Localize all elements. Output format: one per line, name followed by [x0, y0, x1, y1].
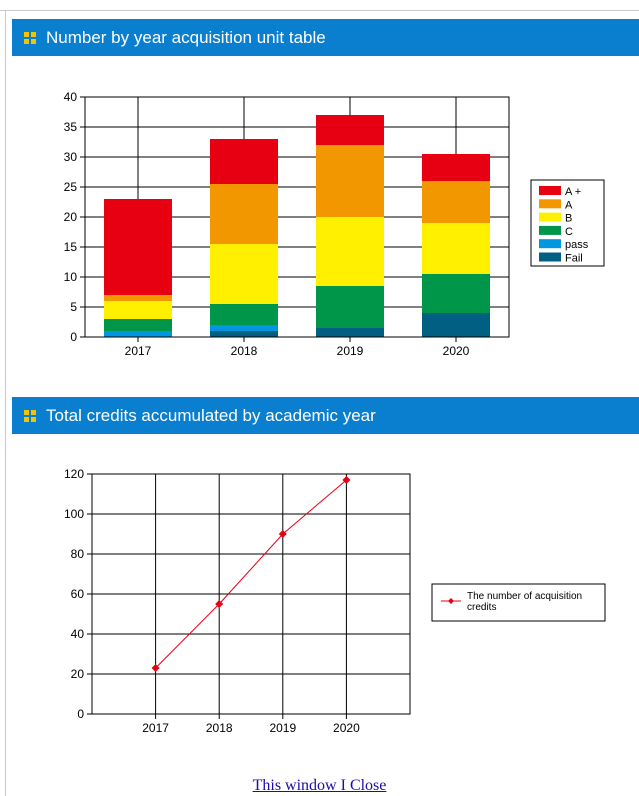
bar-segment	[210, 331, 278, 337]
x-tick-label: 2018	[231, 344, 258, 358]
credits-section-title: Total credits accumulated by academic ye…	[46, 405, 376, 425]
bar-segment	[104, 199, 172, 295]
legend-swatch	[539, 199, 561, 209]
data-point	[151, 664, 160, 672]
legend-label: A	[565, 199, 573, 211]
legend-label: A +	[565, 186, 581, 198]
bar-segment	[422, 274, 490, 313]
legend-label: pass	[565, 239, 589, 251]
close-window-link[interactable]: This window I Close	[252, 777, 387, 794]
units-section-title: Number by year acquisition unit table	[46, 27, 326, 47]
x-tick-label: 2020	[333, 721, 360, 735]
y-tick-label: 120	[64, 467, 84, 481]
bar-segment	[104, 331, 172, 337]
grid-icon	[24, 409, 36, 422]
bar-segment	[422, 313, 490, 337]
legend-label: Fail	[565, 253, 583, 265]
bar-segment	[104, 295, 172, 301]
credits-section-header: Total credits accumulated by academic ye…	[12, 397, 639, 434]
units-stacked-bar-chart: 0 5 10 15 20 25 30 35 40 2017 2018 2019 2020 A +ABCpa…	[64, 90, 605, 358]
legend-label: B	[565, 213, 572, 225]
x-tick-label: 2018	[206, 721, 233, 735]
bar-segment	[104, 301, 172, 319]
bar-segment	[316, 217, 384, 286]
bar-segment	[210, 244, 278, 304]
bar-segment	[210, 139, 278, 184]
y-tick-label: 0	[77, 707, 84, 721]
y-tick-label: 30	[64, 150, 78, 164]
y-tick-label: 15	[64, 240, 78, 254]
bar-segment	[104, 319, 172, 331]
legend-label: C	[565, 226, 573, 238]
x-tick-label: 2019	[337, 344, 364, 358]
legend-box	[431, 583, 606, 622]
data-point	[215, 600, 224, 608]
bar-segment	[422, 223, 490, 274]
y-tick-label: 10	[64, 270, 78, 284]
y-tick-label: 35	[64, 120, 78, 134]
y-tick-label: 40	[71, 627, 85, 641]
y-tick-label: 40	[64, 90, 78, 104]
bar-segment	[210, 304, 278, 325]
legend-label: The number of acquisition credits	[467, 591, 582, 613]
y-tick-label: 20	[64, 210, 78, 224]
bar-segment	[422, 181, 490, 223]
x-tick-label: 2017	[142, 721, 169, 735]
series-line	[155, 479, 347, 669]
x-tick-label: 2017	[125, 344, 152, 358]
y-tick-label: 20	[71, 667, 85, 681]
plot-frame	[84, 96, 510, 338]
data-point	[278, 530, 287, 538]
legend-swatch	[539, 239, 561, 249]
legend-swatch	[539, 225, 561, 235]
y-tick-label: 25	[64, 180, 78, 194]
legend-swatch	[539, 252, 561, 262]
data-point	[342, 476, 351, 484]
x-tick-label: 2020	[443, 344, 470, 358]
y-tick-label: 80	[71, 547, 85, 561]
plot-frame	[91, 473, 411, 715]
bar-segment	[210, 325, 278, 331]
y-tick-label: 60	[71, 587, 85, 601]
legend-swatch	[539, 212, 561, 222]
y-tick-label: 100	[64, 507, 84, 521]
units-section-header: Number by year acquisition unit table	[12, 19, 639, 56]
bar-segment	[316, 328, 384, 337]
y-tick-label: 0	[70, 330, 77, 344]
legend-swatch	[539, 186, 561, 195]
legend-marker	[448, 598, 454, 604]
grid-icon	[24, 31, 36, 44]
bar-segment	[316, 145, 384, 217]
window-left-border	[5, 10, 6, 796]
bar-segment	[316, 115, 384, 145]
bar-segment	[422, 154, 490, 181]
y-tick-label: 5	[70, 300, 77, 314]
bar-segment	[210, 184, 278, 244]
window-top-border	[0, 10, 639, 11]
bar-segment	[316, 286, 384, 328]
credits-line-chart: 0 20 40 60 80 100 120 2017 2018 2019 2020 The numbe…	[64, 467, 606, 735]
x-tick-label: 2019	[269, 721, 296, 735]
